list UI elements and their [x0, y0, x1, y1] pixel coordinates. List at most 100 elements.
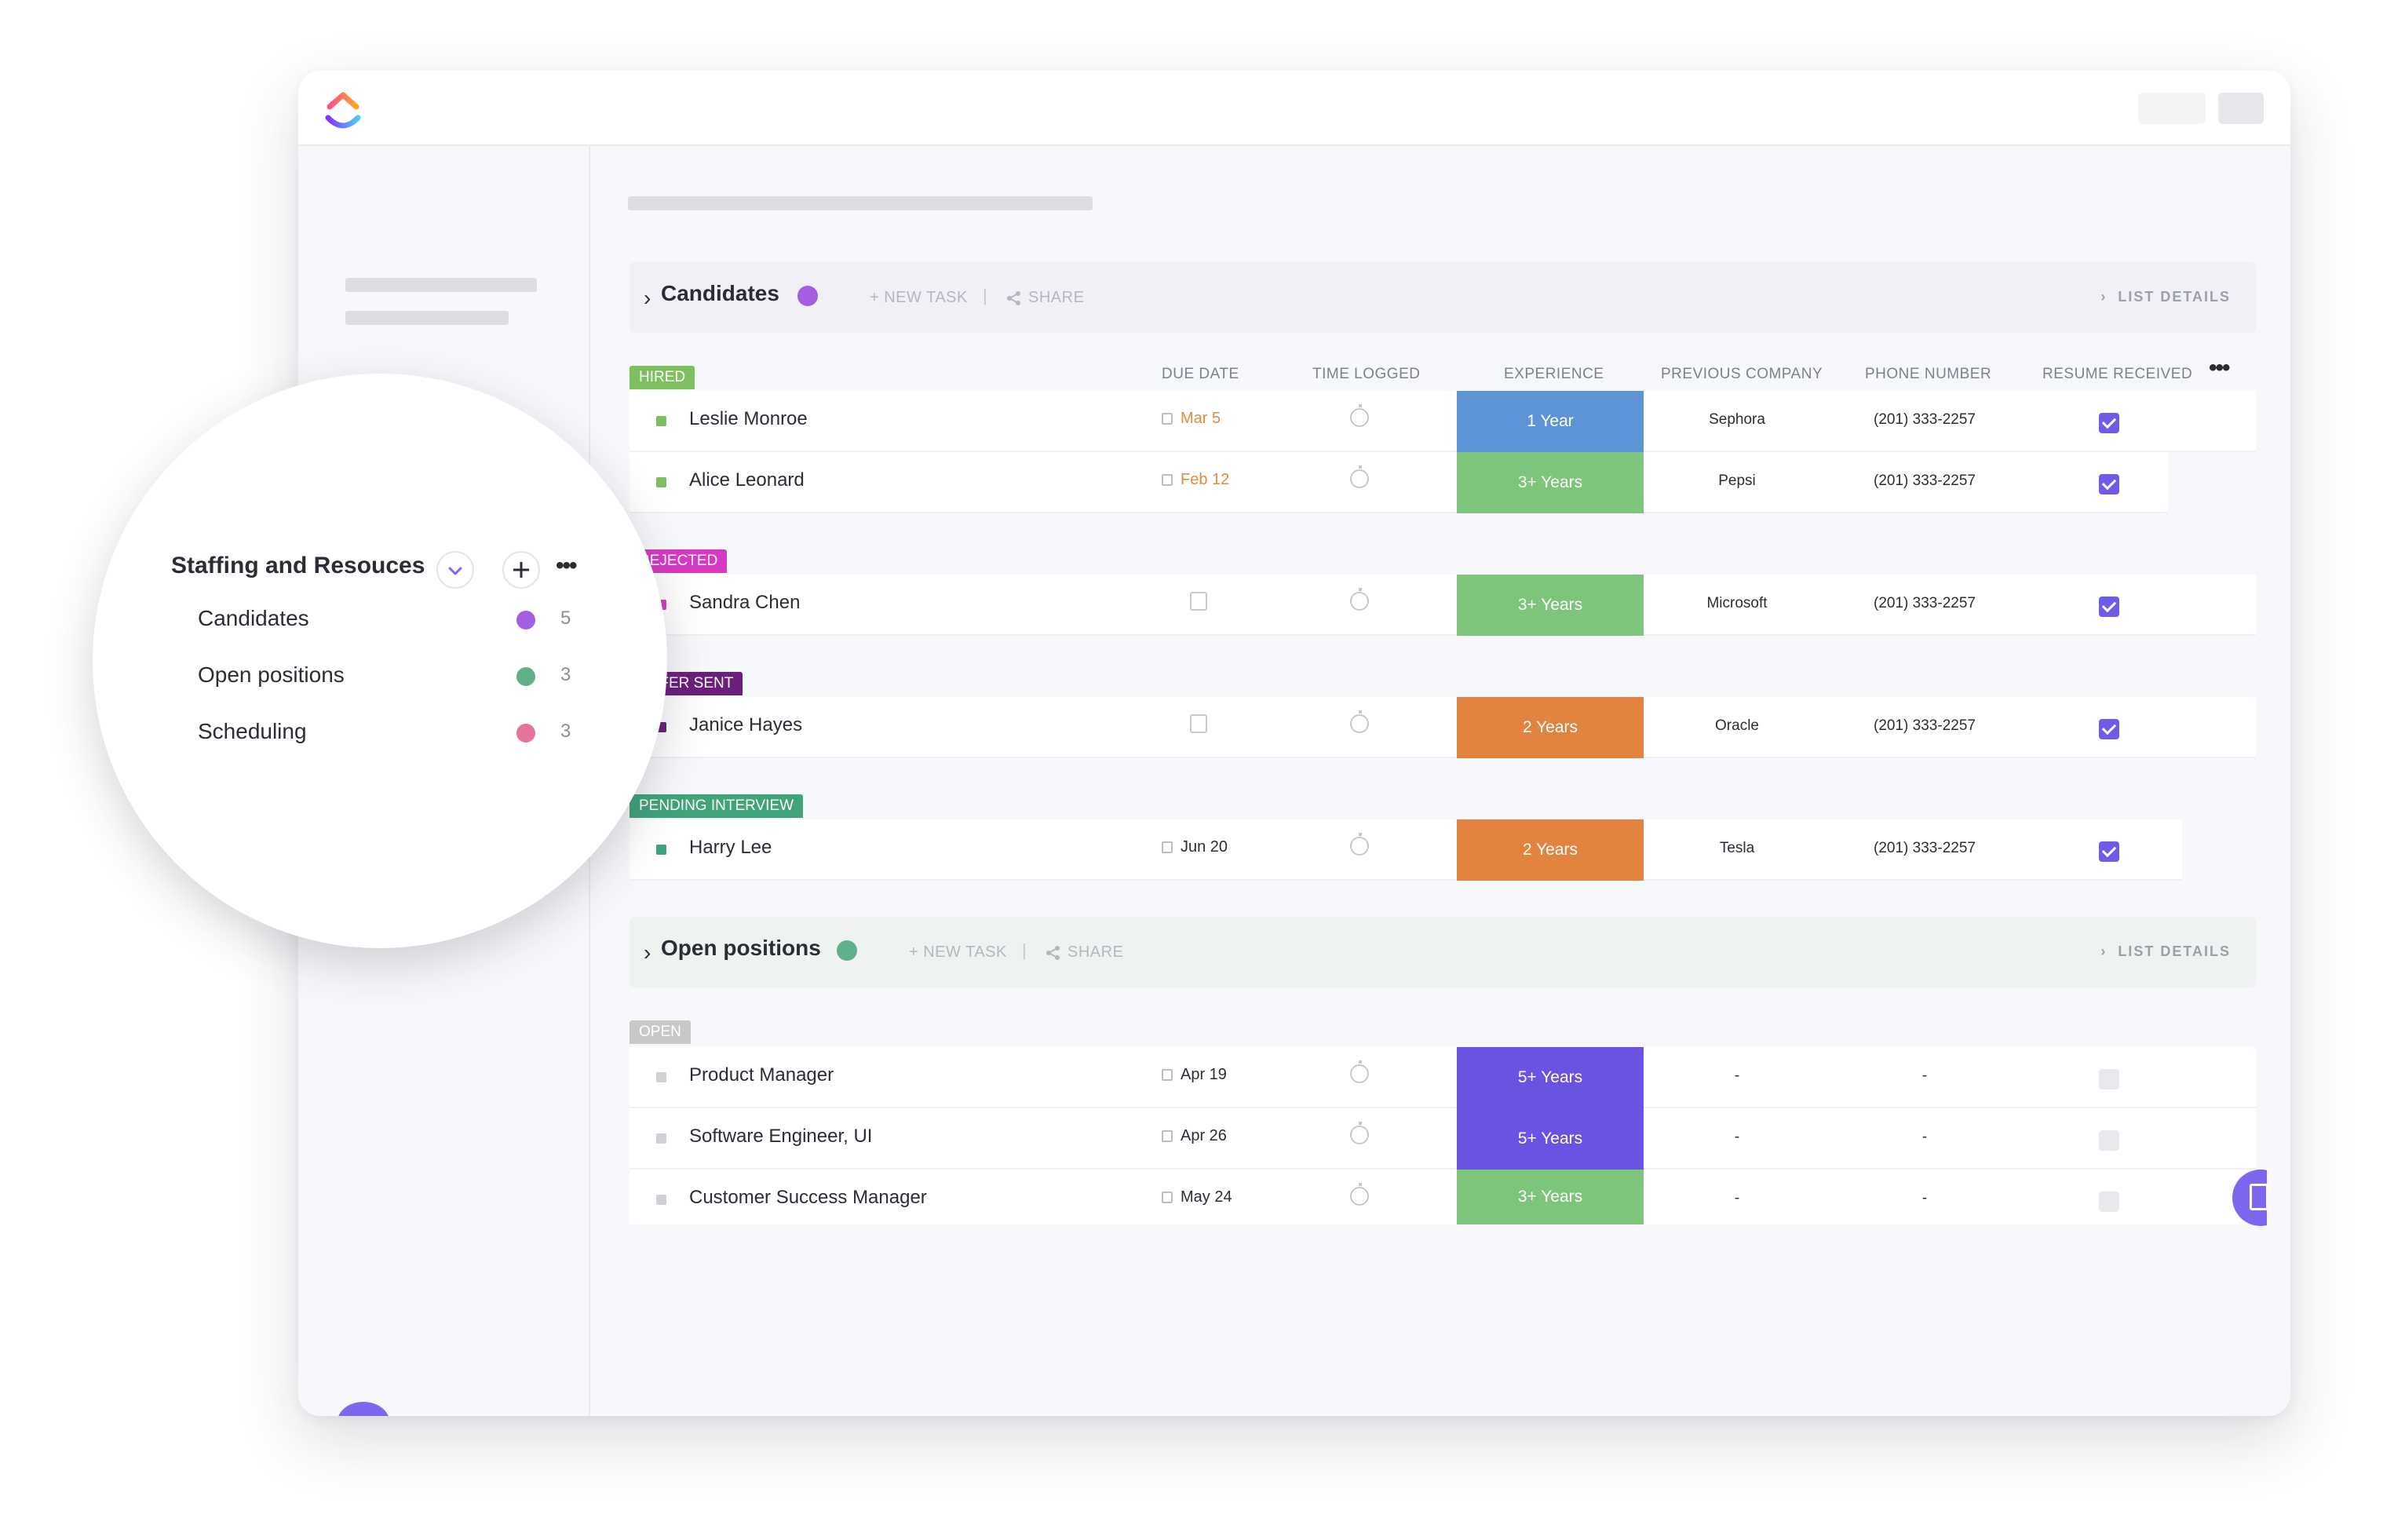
due-date[interactable]: Mar 5: [1162, 410, 1221, 428]
open-positions-group-header[interactable]: › Open positions + NEW TASK | SHARE › LI…: [630, 917, 2256, 987]
due-date[interactable]: May 24: [1162, 1188, 1232, 1206]
experience-cell[interactable]: 3+ Years: [1457, 575, 1644, 636]
list-details-button[interactable]: › LIST DETAILS: [2100, 289, 2231, 305]
resume-checkbox[interactable]: [2099, 1130, 2119, 1151]
more-horizontal-icon[interactable]: •••: [2209, 355, 2230, 381]
column-header-due-date[interactable]: DUE DATE: [1162, 366, 1239, 382]
sidebar-item-candidates[interactable]: Candidates: [198, 606, 309, 630]
chat-bubble-icon[interactable]: [336, 1400, 391, 1416]
stopwatch-icon[interactable]: [1350, 833, 1369, 856]
topbar-placeholder-button[interactable]: [2218, 93, 2264, 124]
task-name[interactable]: Software Engineer, UI: [689, 1126, 873, 1147]
space-title[interactable]: Staffing and Resouces: [171, 553, 425, 578]
separator: |: [1022, 940, 1027, 960]
due-date[interactable]: Apr 19: [1162, 1066, 1227, 1084]
task-name[interactable]: Product Manager: [689, 1064, 834, 1086]
new-task-button[interactable]: + NEW TASK: [909, 943, 1007, 961]
calendar-icon[interactable]: [1190, 714, 1207, 733]
clickup-logo[interactable]: [323, 88, 363, 133]
resume-checkbox[interactable]: [2099, 719, 2119, 739]
calendar-icon: [1162, 1130, 1173, 1142]
task-row[interactable]: Customer Success Manager May 24 3+ Years…: [630, 1170, 2256, 1224]
stopwatch-icon[interactable]: [1350, 588, 1369, 611]
share-button[interactable]: SHARE: [1067, 943, 1124, 961]
phone-number[interactable]: (201) 333-2257: [1874, 595, 1976, 611]
phone-number[interactable]: -: [1921, 1067, 1928, 1084]
due-date[interactable]: Jun 20: [1162, 838, 1228, 856]
resume-checkbox[interactable]: [2099, 474, 2119, 494]
resume-checkbox[interactable]: [2099, 413, 2119, 433]
list-count: 3: [560, 664, 571, 685]
due-date[interactable]: Feb 12: [1162, 471, 1229, 489]
phone-number[interactable]: (201) 333-2257: [1874, 717, 1976, 734]
task-row[interactable]: Alice Leonard Feb 12 3+ Years Pepsi (201…: [630, 452, 2168, 513]
sidebar-item-scheduling[interactable]: Scheduling: [198, 719, 307, 743]
new-task-button[interactable]: + NEW TASK: [870, 289, 968, 306]
experience-cell[interactable]: 3+ Years: [1457, 1170, 1644, 1224]
column-header-resume-received[interactable]: RESUME RECEIVED: [2042, 366, 2193, 382]
experience-cell[interactable]: 5+ Years: [1457, 1047, 1644, 1108]
phone-number[interactable]: (201) 333-2257: [1874, 411, 1976, 428]
more-horizontal-icon[interactable]: •••: [556, 553, 577, 578]
topbar-placeholder-button[interactable]: [2138, 93, 2206, 124]
due-date[interactable]: Apr 26: [1162, 1127, 1227, 1145]
resume-checkbox[interactable]: [2099, 1191, 2119, 1212]
task-name[interactable]: Janice Hayes: [689, 714, 803, 735]
task-row[interactable]: Janice Hayes 2 Years Oracle (201) 333-22…: [630, 697, 2256, 758]
plus-icon[interactable]: [502, 551, 540, 589]
stopwatch-icon[interactable]: [1350, 465, 1369, 488]
experience-cell[interactable]: 1 Year: [1457, 391, 1644, 452]
previous-company[interactable]: -: [1734, 1129, 1740, 1145]
experience-cell[interactable]: 5+ Years: [1457, 1108, 1644, 1170]
experience-cell[interactable]: 2 Years: [1457, 819, 1644, 881]
resume-checkbox[interactable]: [2099, 597, 2119, 617]
task-row[interactable]: Harry Lee Jun 20 2 Years Tesla (201) 333…: [630, 819, 2182, 881]
stopwatch-icon[interactable]: [1350, 1183, 1369, 1206]
stopwatch-icon[interactable]: [1350, 710, 1369, 733]
task-name[interactable]: Leslie Monroe: [689, 408, 808, 429]
list-details-button[interactable]: › LIST DETAILS: [2100, 943, 2231, 959]
previous-company[interactable]: Sephora: [1709, 411, 1765, 428]
phone-number[interactable]: (201) 333-2257: [1874, 840, 1976, 856]
experience-cell[interactable]: 2 Years: [1457, 697, 1644, 758]
chevron-right-icon[interactable]: ›: [644, 286, 651, 310]
task-name[interactable]: Customer Success Manager: [689, 1187, 927, 1208]
task-name[interactable]: Sandra Chen: [689, 592, 801, 613]
previous-company[interactable]: -: [1734, 1067, 1740, 1084]
candidates-group-header[interactable]: › Candidates + NEW TASK | SHARE › LIST D…: [630, 262, 2256, 333]
stopwatch-icon[interactable]: [1350, 1060, 1369, 1083]
task-row[interactable]: Software Engineer, UI Apr 26 5+ Years - …: [630, 1108, 2256, 1170]
share-button[interactable]: SHARE: [1028, 289, 1085, 306]
previous-company[interactable]: -: [1734, 1190, 1740, 1206]
chevron-right-icon[interactable]: ›: [644, 940, 651, 965]
resume-checkbox[interactable]: [2099, 1069, 2119, 1089]
chevron-down-icon[interactable]: [436, 551, 474, 589]
task-row[interactable]: Product Manager Apr 19 5+ Years - -: [630, 1047, 2256, 1108]
resume-checkbox[interactable]: [2099, 841, 2119, 862]
previous-company[interactable]: Microsoft: [1706, 595, 1768, 611]
column-header-experience[interactable]: EXPERIENCE: [1504, 366, 1604, 382]
calendar-icon[interactable]: [1190, 592, 1207, 611]
notepad-button[interactable]: [2232, 1170, 2267, 1226]
column-header-previous-company[interactable]: PREVIOUS COMPANY: [1661, 366, 1823, 382]
share-icon[interactable]: [1006, 290, 1022, 306]
task-name[interactable]: Harry Lee: [689, 837, 772, 858]
task-row[interactable]: Sandra Chen 3+ Years Microsoft (201) 333…: [630, 575, 2256, 636]
task-row[interactable]: Leslie Monroe Mar 5 1 Year Sephora (201)…: [630, 391, 2256, 452]
phone-number[interactable]: -: [1921, 1190, 1928, 1206]
phone-number[interactable]: (201) 333-2257: [1874, 473, 1976, 489]
breadcrumb-placeholder: [628, 196, 1093, 210]
list-count: 5: [560, 608, 571, 629]
phone-number[interactable]: -: [1921, 1129, 1928, 1145]
column-header-time-logged[interactable]: TIME LOGGED: [1312, 366, 1421, 382]
experience-cell[interactable]: 3+ Years: [1457, 452, 1644, 513]
previous-company[interactable]: Tesla: [1719, 840, 1755, 856]
task-name[interactable]: Alice Leonard: [689, 469, 805, 491]
stopwatch-icon[interactable]: [1350, 404, 1369, 427]
column-header-phone-number[interactable]: PHONE NUMBER: [1865, 366, 1992, 382]
share-icon[interactable]: [1046, 945, 1061, 961]
previous-company[interactable]: Oracle: [1715, 717, 1759, 734]
stopwatch-icon[interactable]: [1350, 1122, 1369, 1144]
previous-company[interactable]: Pepsi: [1718, 473, 1756, 489]
sidebar-item-open-positions[interactable]: Open positions: [198, 662, 345, 687]
